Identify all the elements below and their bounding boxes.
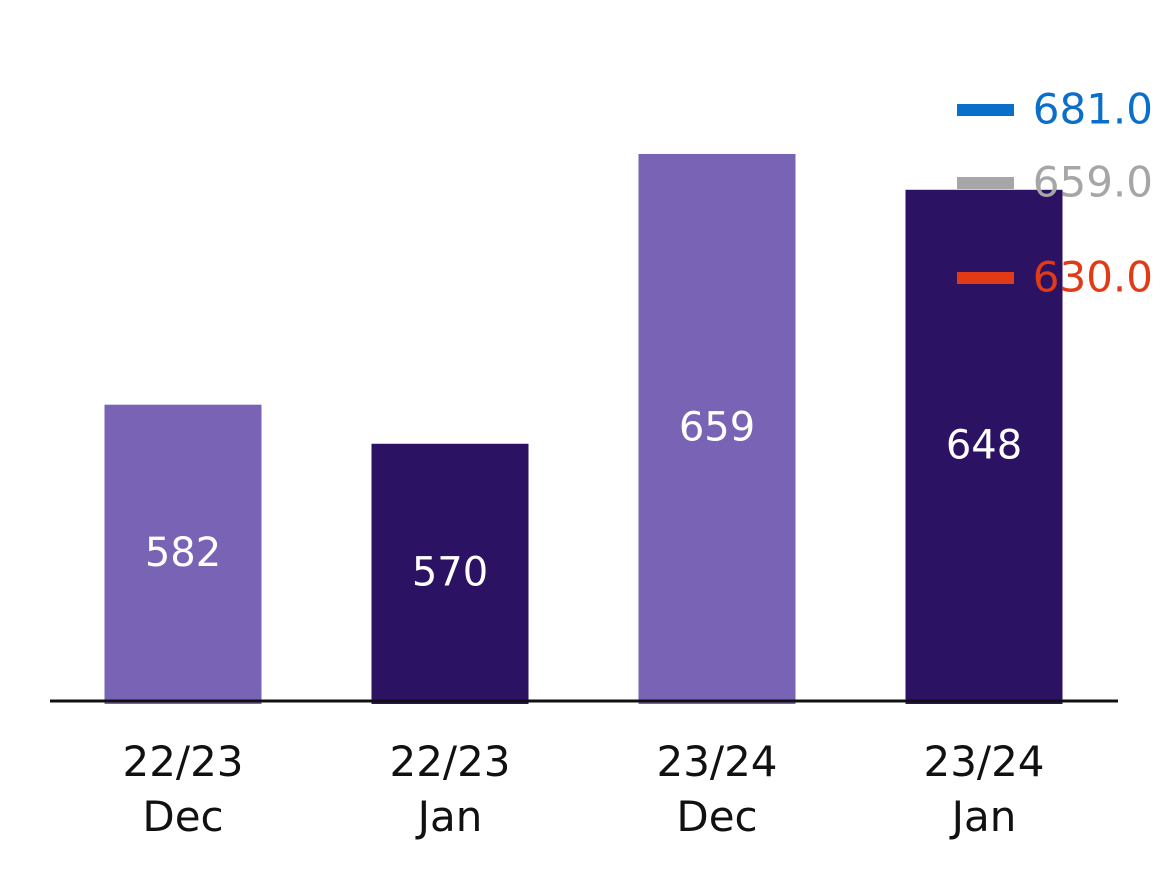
reference-value-label: 630.0 xyxy=(1033,253,1153,302)
bar-value-label: 659 xyxy=(679,404,755,450)
x-tick-labels-group: 22/23 Dec 22/23 Jan 23/24 Dec 23/24 Jan xyxy=(122,737,1044,841)
x-tick-label: Jan xyxy=(415,792,483,841)
reference-value-label: 681.0 xyxy=(1033,85,1153,134)
reference-markers-group: 681.0 659.0 630.0 xyxy=(957,85,1153,302)
x-tick-label: 22/23 xyxy=(122,737,243,786)
x-tick-label: 22/23 xyxy=(389,737,510,786)
reference-marker xyxy=(957,177,1014,189)
x-tick-label: Dec xyxy=(676,792,757,841)
reference-marker xyxy=(957,104,1014,116)
bar-value-label: 582 xyxy=(145,530,221,576)
bar-labels-group: 582 570 659 648 xyxy=(145,404,1022,595)
bar xyxy=(104,404,262,704)
x-tick-label: Jan xyxy=(949,792,1017,841)
bar xyxy=(638,153,796,704)
bar-value-label: 570 xyxy=(412,549,488,595)
reference-marker xyxy=(957,272,1014,284)
bar xyxy=(371,443,529,704)
x-tick-label: 23/24 xyxy=(923,737,1044,786)
bars-group xyxy=(104,153,1063,704)
x-tick-label: 23/24 xyxy=(656,737,777,786)
reference-value-label: 659.0 xyxy=(1033,158,1153,207)
bar-value-label: 648 xyxy=(946,422,1022,468)
x-tick-label: Dec xyxy=(142,792,223,841)
